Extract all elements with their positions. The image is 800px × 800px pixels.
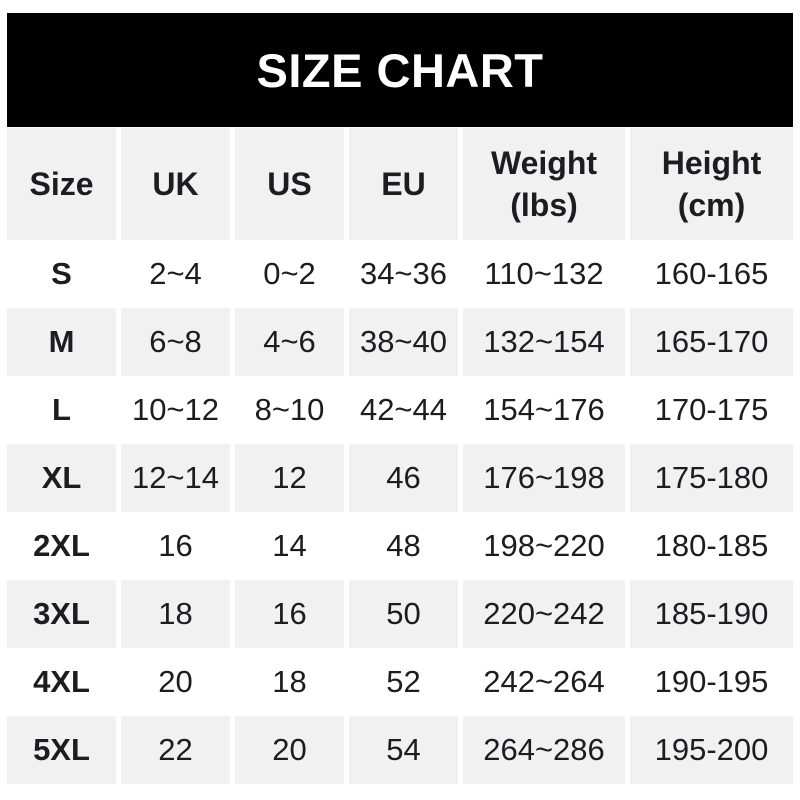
value-cell: 38~40 (349, 308, 463, 376)
size-label-cell: S (7, 240, 121, 308)
table-row: M 6~8 4~6 38~40 132~154 165-170 (7, 308, 793, 376)
table-row: S 2~4 0~2 34~36 110~132 160-165 (7, 240, 793, 308)
value-cell: 22 (121, 716, 235, 784)
column-header: Size (7, 128, 121, 240)
size-label-cell: 3XL (7, 580, 121, 648)
value-cell: 190-195 (630, 648, 793, 716)
column-label: Weight (490, 144, 598, 181)
value-cell: 165-170 (630, 308, 793, 376)
value-cell: 14 (235, 512, 349, 580)
value-cell: 132~154 (463, 308, 630, 376)
table-header-row: Size UK US EU Weight (lbs) Height (cm) (7, 128, 793, 240)
table-row: XL 12~14 12 46 176~198 175-180 (7, 444, 793, 512)
size-label-cell: 5XL (7, 716, 121, 784)
size-chart-banner: SIZE CHART (7, 13, 793, 127)
size-label-cell: 4XL (7, 648, 121, 716)
value-cell: 6~8 (121, 308, 235, 376)
value-cell: 52 (349, 648, 463, 716)
banner-title: SIZE CHART (256, 43, 544, 97)
size-table: Size UK US EU Weight (lbs) Height (cm) S… (7, 128, 793, 784)
value-cell: 46 (349, 444, 463, 512)
table-row: 2XL 16 14 48 198~220 180-185 (7, 512, 793, 580)
table-body: S 2~4 0~2 34~36 110~132 160-165 M 6~8 4~6 38~40 13… (7, 240, 793, 784)
value-cell: 264~286 (463, 716, 630, 784)
column-label: EU (381, 165, 426, 202)
value-cell: 220~242 (463, 580, 630, 648)
value-cell: 242~264 (463, 648, 630, 716)
column-label: US (267, 165, 312, 202)
value-cell: 54 (349, 716, 463, 784)
value-cell: 18 (235, 648, 349, 716)
value-cell: 195-200 (630, 716, 793, 784)
value-cell: 20 (235, 716, 349, 784)
value-cell: 4~6 (235, 308, 349, 376)
value-cell: 154~176 (463, 376, 630, 444)
value-cell: 198~220 (463, 512, 630, 580)
value-cell: 42~44 (349, 376, 463, 444)
table-row: 3XL 18 16 50 220~242 185-190 (7, 580, 793, 648)
table-row: L 10~12 8~10 42~44 154~176 170-175 (7, 376, 793, 444)
value-cell: 0~2 (235, 240, 349, 308)
value-cell: 34~36 (349, 240, 463, 308)
value-cell: 185-190 (630, 580, 793, 648)
value-cell: 10~12 (121, 376, 235, 444)
value-cell: 176~198 (463, 444, 630, 512)
value-cell: 18 (121, 580, 235, 648)
value-cell: 50 (349, 580, 463, 648)
value-cell: 170-175 (630, 376, 793, 444)
column-sublabel: (lbs) (510, 187, 578, 223)
size-label-cell: XL (7, 444, 121, 512)
value-cell: 160-165 (630, 240, 793, 308)
size-label-cell: M (7, 308, 121, 376)
column-header: EU (349, 128, 463, 240)
value-cell: 48 (349, 512, 463, 580)
value-cell: 175-180 (630, 444, 793, 512)
value-cell: 110~132 (463, 240, 630, 308)
size-label-cell: L (7, 376, 121, 444)
value-cell: 12~14 (121, 444, 235, 512)
value-cell: 20 (121, 648, 235, 716)
column-header: Weight (lbs) (463, 128, 630, 240)
value-cell: 8~10 (235, 376, 349, 444)
column-label: UK (152, 165, 199, 202)
column-header: US (235, 128, 349, 240)
value-cell: 180-185 (630, 512, 793, 580)
size-chart-page: SIZE CHART Size UK US EU Weight (lbs) He… (0, 13, 800, 800)
value-cell: 2~4 (121, 240, 235, 308)
column-header: Height (cm) (630, 128, 793, 240)
column-header: UK (121, 128, 235, 240)
value-cell: 16 (235, 580, 349, 648)
value-cell: 12 (235, 444, 349, 512)
column-label: Height (661, 144, 762, 181)
size-label-cell: 2XL (7, 512, 121, 580)
column-label: Size (29, 165, 94, 202)
value-cell: 16 (121, 512, 235, 580)
table-row: 5XL 22 20 54 264~286 195-200 (7, 716, 793, 784)
column-sublabel: (cm) (677, 187, 746, 223)
table-row: 4XL 20 18 52 242~264 190-195 (7, 648, 793, 716)
